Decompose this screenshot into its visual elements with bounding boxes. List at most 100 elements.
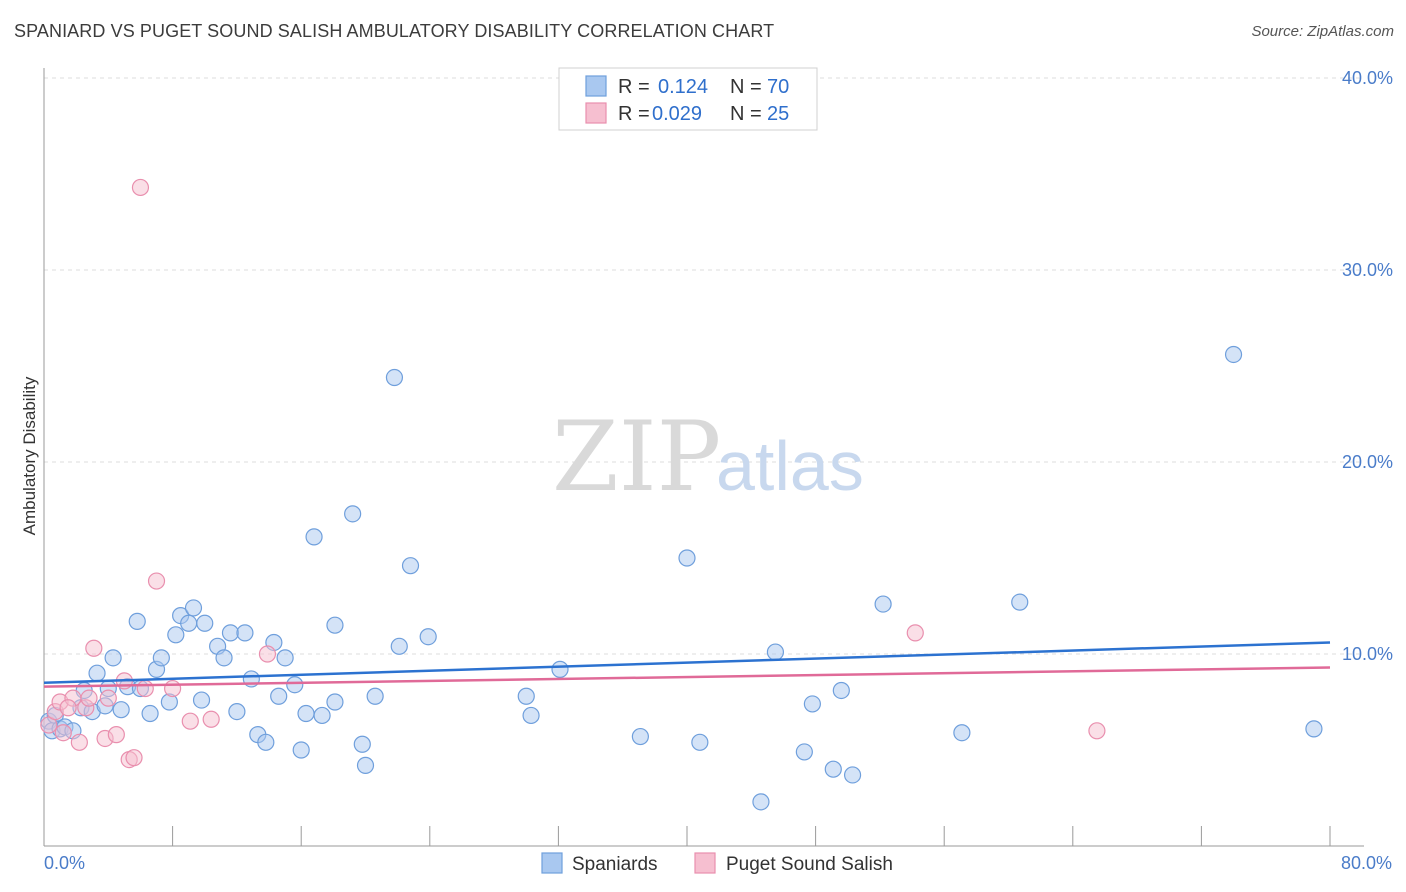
spaniards-point: [522, 706, 540, 725]
puget-sound-salish-point: [202, 710, 220, 728]
puget-sound-salish-point: [125, 749, 143, 767]
trend-line-puget-sound-salish: [43, 666, 1331, 688]
legend-r-label-2: R =: [618, 103, 650, 125]
spaniards-point: [236, 624, 254, 642]
spaniards-point: [88, 664, 106, 682]
spaniards-point: [192, 691, 211, 709]
legend-n-label-1: N =: [730, 76, 762, 98]
y-tick-labels: 10.0% 20.0% 30.0% 40.0%: [1342, 68, 1393, 664]
spaniards-point: [803, 695, 821, 713]
spaniards-point: [843, 766, 862, 784]
x-tick-label-min: 0.0%: [44, 853, 85, 873]
spaniards-point: [1011, 593, 1029, 611]
chart-title: SPANIARD VS PUGET SOUND SALISH AMBULATOR…: [14, 21, 775, 41]
spaniards-point: [874, 595, 892, 613]
spaniards-point: [270, 687, 288, 705]
spaniards-point: [691, 733, 709, 751]
x-tick-label-max: 80.0%: [1341, 853, 1392, 873]
legend-n-label-2: N =: [730, 103, 762, 125]
spaniards-point: [128, 612, 146, 630]
legend-r-label-1: R =: [618, 76, 650, 98]
spaniards-point: [678, 549, 696, 567]
spaniards-point: [112, 701, 130, 719]
spaniards-point: [305, 528, 323, 546]
watermark-atlas: atlas: [716, 427, 864, 505]
legend-n-value-2: 25: [767, 103, 789, 125]
spaniards-point: [152, 649, 170, 667]
spaniards-point: [180, 614, 198, 632]
spaniards-point: [292, 741, 310, 759]
spaniards-point: [832, 681, 850, 700]
y-tick-label: 10.0%: [1342, 644, 1393, 664]
puget-sound-salish-point: [1088, 722, 1106, 740]
series-puget-sound-salish-points: [40, 178, 1106, 769]
spaniards-point: [221, 624, 240, 642]
spaniards-point: [517, 687, 535, 705]
bottom-legend-swatch-spaniards: [541, 852, 563, 874]
spaniards-point: [795, 743, 813, 761]
puget-sound-salish-point: [181, 712, 199, 730]
puget-sound-salish-point: [131, 178, 150, 197]
puget-sound-salish-point: [85, 639, 103, 657]
source-label: Source: ZipAtlas.com: [1251, 23, 1394, 40]
spaniards-point: [766, 643, 785, 661]
spaniards-point: [228, 702, 246, 721]
spaniards-point: [385, 368, 404, 387]
puget-sound-salish-point: [136, 679, 154, 698]
spaniards-point: [276, 649, 294, 667]
spaniards-point: [313, 706, 331, 725]
spaniards-point: [366, 687, 384, 705]
spaniards-point: [141, 704, 159, 723]
watermark: ZIP atlas: [552, 401, 864, 513]
bottom-legend: Spaniards Puget Sound Salish: [541, 852, 893, 875]
puget-sound-salish-point: [80, 689, 98, 707]
puget-sound-salish-point: [54, 724, 72, 742]
spaniards-point: [1224, 345, 1243, 364]
bottom-legend-label-spaniards: Spaniards: [572, 854, 658, 875]
spaniards-point: [184, 599, 203, 617]
spaniards-point: [419, 628, 437, 646]
spaniards-point: [353, 735, 371, 753]
puget-sound-salish-point: [59, 699, 77, 717]
puget-sound-salish-point: [99, 689, 117, 707]
spaniards-point: [401, 557, 420, 575]
spaniards-point: [1305, 720, 1323, 738]
spaniards-point: [326, 616, 344, 634]
spaniards-point: [297, 704, 315, 723]
spaniards-point: [551, 660, 569, 678]
watermark-zip: ZIP: [552, 401, 721, 513]
spaniards-point: [196, 614, 214, 632]
spaniards-point: [344, 505, 362, 523]
spaniards-point: [257, 733, 275, 751]
spaniards-point: [215, 649, 233, 667]
spaniards-point: [326, 693, 344, 711]
puget-sound-salish-point: [147, 572, 166, 590]
bottom-legend-label-puget-sound-salish: Puget Sound Salish: [726, 854, 893, 875]
y-tick-label: 40.0%: [1342, 68, 1393, 88]
spaniards-point: [286, 676, 304, 694]
spaniards-point: [390, 637, 408, 655]
legend-swatch-spaniards: [585, 75, 607, 97]
y-tick-label: 30.0%: [1342, 260, 1393, 280]
legend-swatch-puget-sound-salish: [585, 102, 607, 124]
gridlines: [44, 77, 1364, 655]
spaniards-point: [167, 626, 185, 644]
y-axis-label: Ambulatory Disability: [20, 376, 39, 535]
spaniards-point: [356, 756, 375, 774]
spaniards-point: [631, 727, 649, 746]
bottom-legend-swatch-puget-sound-salish: [694, 852, 716, 874]
spaniards-point: [824, 760, 842, 778]
spaniards-point: [953, 724, 971, 742]
puget-sound-salish-point: [70, 733, 88, 751]
legend-r-value-2: 0.029: [652, 103, 702, 125]
puget-sound-salish-point: [258, 645, 277, 663]
legend: R = 0.124 N = 70 R = 0.029 N = 25: [558, 67, 818, 131]
x-axis-ticks: [43, 826, 1331, 846]
puget-sound-salish-point: [164, 679, 182, 698]
puget-sound-salish-point: [107, 726, 125, 744]
y-tick-label: 20.0%: [1342, 452, 1393, 472]
spaniards-point: [104, 649, 122, 667]
legend-r-value-1: 0.124: [658, 76, 708, 98]
spaniards-point: [752, 793, 770, 811]
